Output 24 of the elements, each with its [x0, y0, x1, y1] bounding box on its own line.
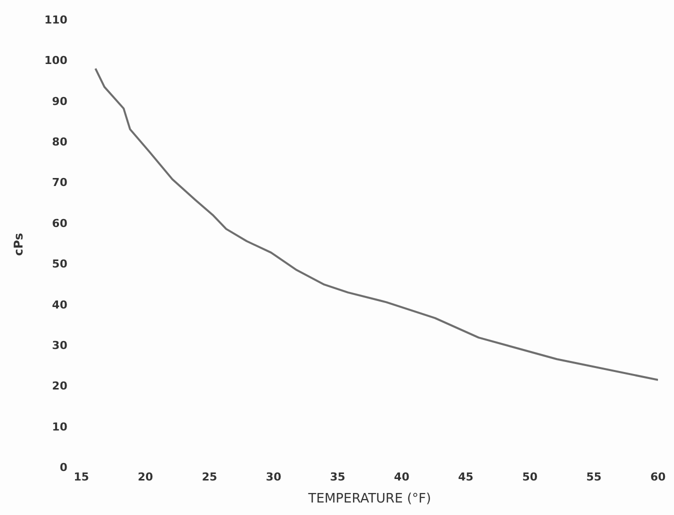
x-tick-label: 45 — [458, 470, 474, 484]
x-tick-label: 55 — [586, 470, 602, 484]
y-tick-label: 50 — [52, 258, 68, 271]
y-tick-label: 70 — [52, 176, 68, 190]
y-tick-label: 20 — [52, 380, 68, 393]
y-tick-label: 10 — [52, 420, 68, 434]
x-tick-label: 30 — [266, 470, 282, 484]
x-axis-title: TEMPERATURE (°F) — [307, 492, 432, 507]
y-tick-label: 80 — [52, 136, 68, 149]
x-tick-label: 50 — [522, 470, 538, 484]
y-axis-title: cPs — [11, 232, 26, 256]
x-tick-label: 40 — [394, 470, 410, 484]
x-tick-label: 25 — [202, 470, 218, 484]
y-tick-label: 110 — [44, 13, 68, 26]
y-tick-label: 0 — [60, 461, 68, 474]
x-tick-label: 60 — [650, 470, 666, 484]
y-tick-label: 60 — [52, 216, 68, 230]
y-tick-label: 30 — [52, 338, 68, 352]
x-tick-label: 35 — [330, 470, 346, 484]
y-tick-label: 40 — [52, 298, 68, 312]
x-tick-label: 15 — [74, 470, 90, 484]
y-tick-label: 90 — [52, 94, 68, 108]
x-tick-label: 20 — [138, 470, 154, 484]
y-tick-label: 100 — [44, 54, 68, 68]
